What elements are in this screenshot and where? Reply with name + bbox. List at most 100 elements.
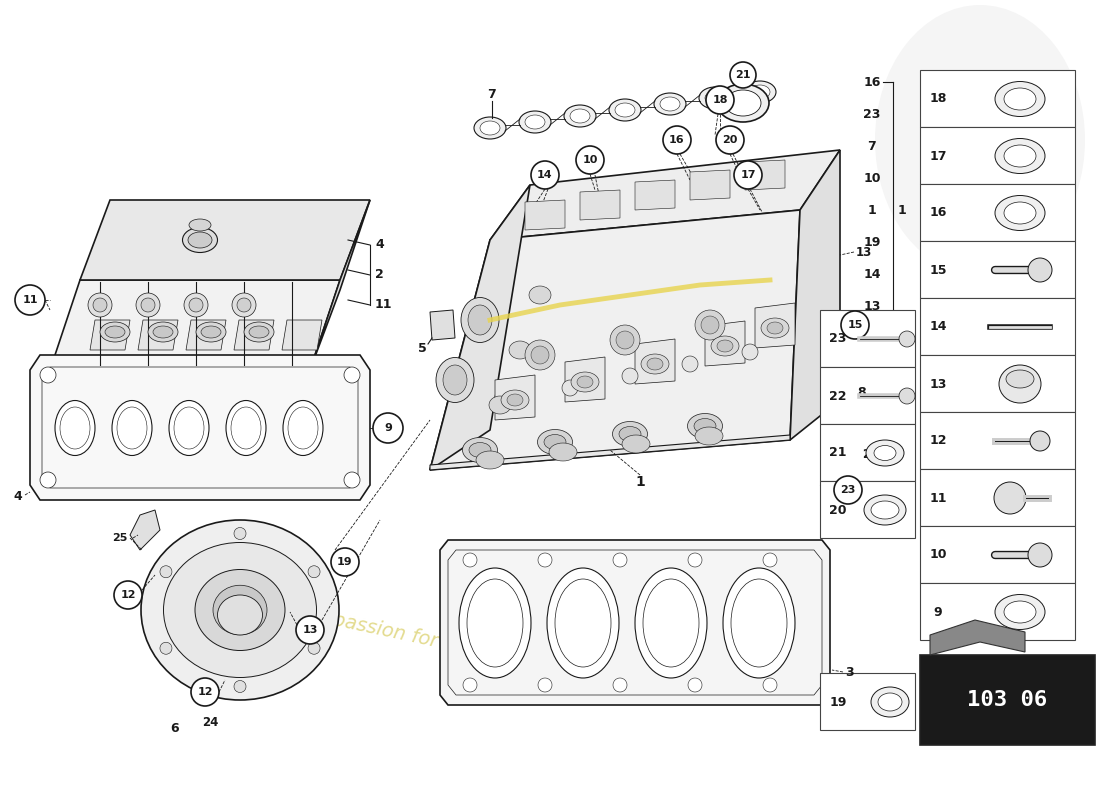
Text: 7: 7 <box>487 89 496 102</box>
Circle shape <box>344 367 360 383</box>
Polygon shape <box>30 355 370 500</box>
Polygon shape <box>310 200 370 370</box>
Text: a passion for excellence: a passion for excellence <box>312 606 548 674</box>
Text: 17: 17 <box>740 170 756 180</box>
Text: 16: 16 <box>669 135 685 145</box>
Polygon shape <box>690 170 730 200</box>
Text: 23: 23 <box>840 485 856 495</box>
Circle shape <box>695 310 725 340</box>
FancyBboxPatch shape <box>920 412 1075 469</box>
Text: 1: 1 <box>868 203 877 217</box>
Ellipse shape <box>725 90 761 116</box>
FancyBboxPatch shape <box>820 424 915 481</box>
Text: 13: 13 <box>302 625 318 635</box>
Ellipse shape <box>195 570 285 650</box>
Text: 1485: 1485 <box>939 143 1041 177</box>
Circle shape <box>88 293 112 317</box>
Circle shape <box>184 293 208 317</box>
Circle shape <box>716 126 744 154</box>
Circle shape <box>688 553 702 567</box>
FancyBboxPatch shape <box>820 673 915 730</box>
Ellipse shape <box>864 495 906 525</box>
Ellipse shape <box>615 103 635 117</box>
Ellipse shape <box>878 693 902 711</box>
Circle shape <box>15 285 45 315</box>
Circle shape <box>94 298 107 312</box>
Text: 16: 16 <box>930 206 947 219</box>
Ellipse shape <box>476 451 504 469</box>
Circle shape <box>616 331 634 349</box>
Ellipse shape <box>112 401 152 455</box>
Ellipse shape <box>996 195 1045 230</box>
Text: 25: 25 <box>112 533 128 543</box>
Circle shape <box>576 146 604 174</box>
Circle shape <box>531 161 559 189</box>
Ellipse shape <box>544 434 566 450</box>
Ellipse shape <box>996 82 1045 117</box>
Circle shape <box>538 678 552 692</box>
Ellipse shape <box>871 687 909 717</box>
Ellipse shape <box>469 442 491 458</box>
Text: 10: 10 <box>864 171 881 185</box>
Text: 15: 15 <box>847 320 862 330</box>
Ellipse shape <box>226 401 266 455</box>
Text: 7: 7 <box>868 139 877 153</box>
Circle shape <box>1028 258 1052 282</box>
Text: 9: 9 <box>934 606 943 618</box>
Circle shape <box>141 298 155 312</box>
Polygon shape <box>80 200 370 280</box>
Ellipse shape <box>480 121 501 135</box>
Ellipse shape <box>695 427 723 445</box>
Ellipse shape <box>750 85 770 99</box>
Text: 10: 10 <box>930 549 947 562</box>
Polygon shape <box>580 190 620 220</box>
Text: 14: 14 <box>930 321 947 334</box>
Ellipse shape <box>613 422 648 446</box>
Polygon shape <box>755 303 795 348</box>
Circle shape <box>842 311 869 339</box>
Text: 22: 22 <box>829 390 847 402</box>
Ellipse shape <box>529 286 551 304</box>
Text: 12: 12 <box>930 434 947 447</box>
Circle shape <box>701 316 719 334</box>
Circle shape <box>706 86 734 114</box>
Ellipse shape <box>141 520 339 700</box>
Circle shape <box>502 392 518 408</box>
Circle shape <box>663 126 691 154</box>
Ellipse shape <box>459 568 531 678</box>
Ellipse shape <box>1004 202 1036 224</box>
Ellipse shape <box>509 341 531 359</box>
Polygon shape <box>525 200 565 230</box>
FancyBboxPatch shape <box>920 241 1075 298</box>
Circle shape <box>331 548 359 576</box>
Text: 1: 1 <box>898 203 906 217</box>
FancyBboxPatch shape <box>820 310 915 367</box>
Ellipse shape <box>654 93 686 115</box>
Ellipse shape <box>213 586 267 634</box>
Ellipse shape <box>201 326 221 338</box>
Ellipse shape <box>474 117 506 139</box>
Ellipse shape <box>711 336 739 356</box>
Ellipse shape <box>189 219 211 231</box>
Text: 23: 23 <box>864 107 881 121</box>
Ellipse shape <box>538 430 572 454</box>
Ellipse shape <box>55 401 95 455</box>
FancyBboxPatch shape <box>920 583 1075 640</box>
Circle shape <box>189 298 204 312</box>
Text: 20: 20 <box>829 503 847 517</box>
Circle shape <box>763 553 777 567</box>
Text: 4: 4 <box>375 238 384 251</box>
FancyBboxPatch shape <box>920 298 1075 355</box>
Ellipse shape <box>660 97 680 111</box>
Polygon shape <box>130 510 159 550</box>
Circle shape <box>463 678 477 692</box>
Text: 21: 21 <box>735 70 750 80</box>
Circle shape <box>562 380 578 396</box>
Circle shape <box>114 581 142 609</box>
Ellipse shape <box>570 109 590 123</box>
Ellipse shape <box>571 372 600 392</box>
Ellipse shape <box>698 87 732 109</box>
Ellipse shape <box>468 579 522 667</box>
Circle shape <box>734 161 762 189</box>
Text: 11: 11 <box>22 295 37 305</box>
